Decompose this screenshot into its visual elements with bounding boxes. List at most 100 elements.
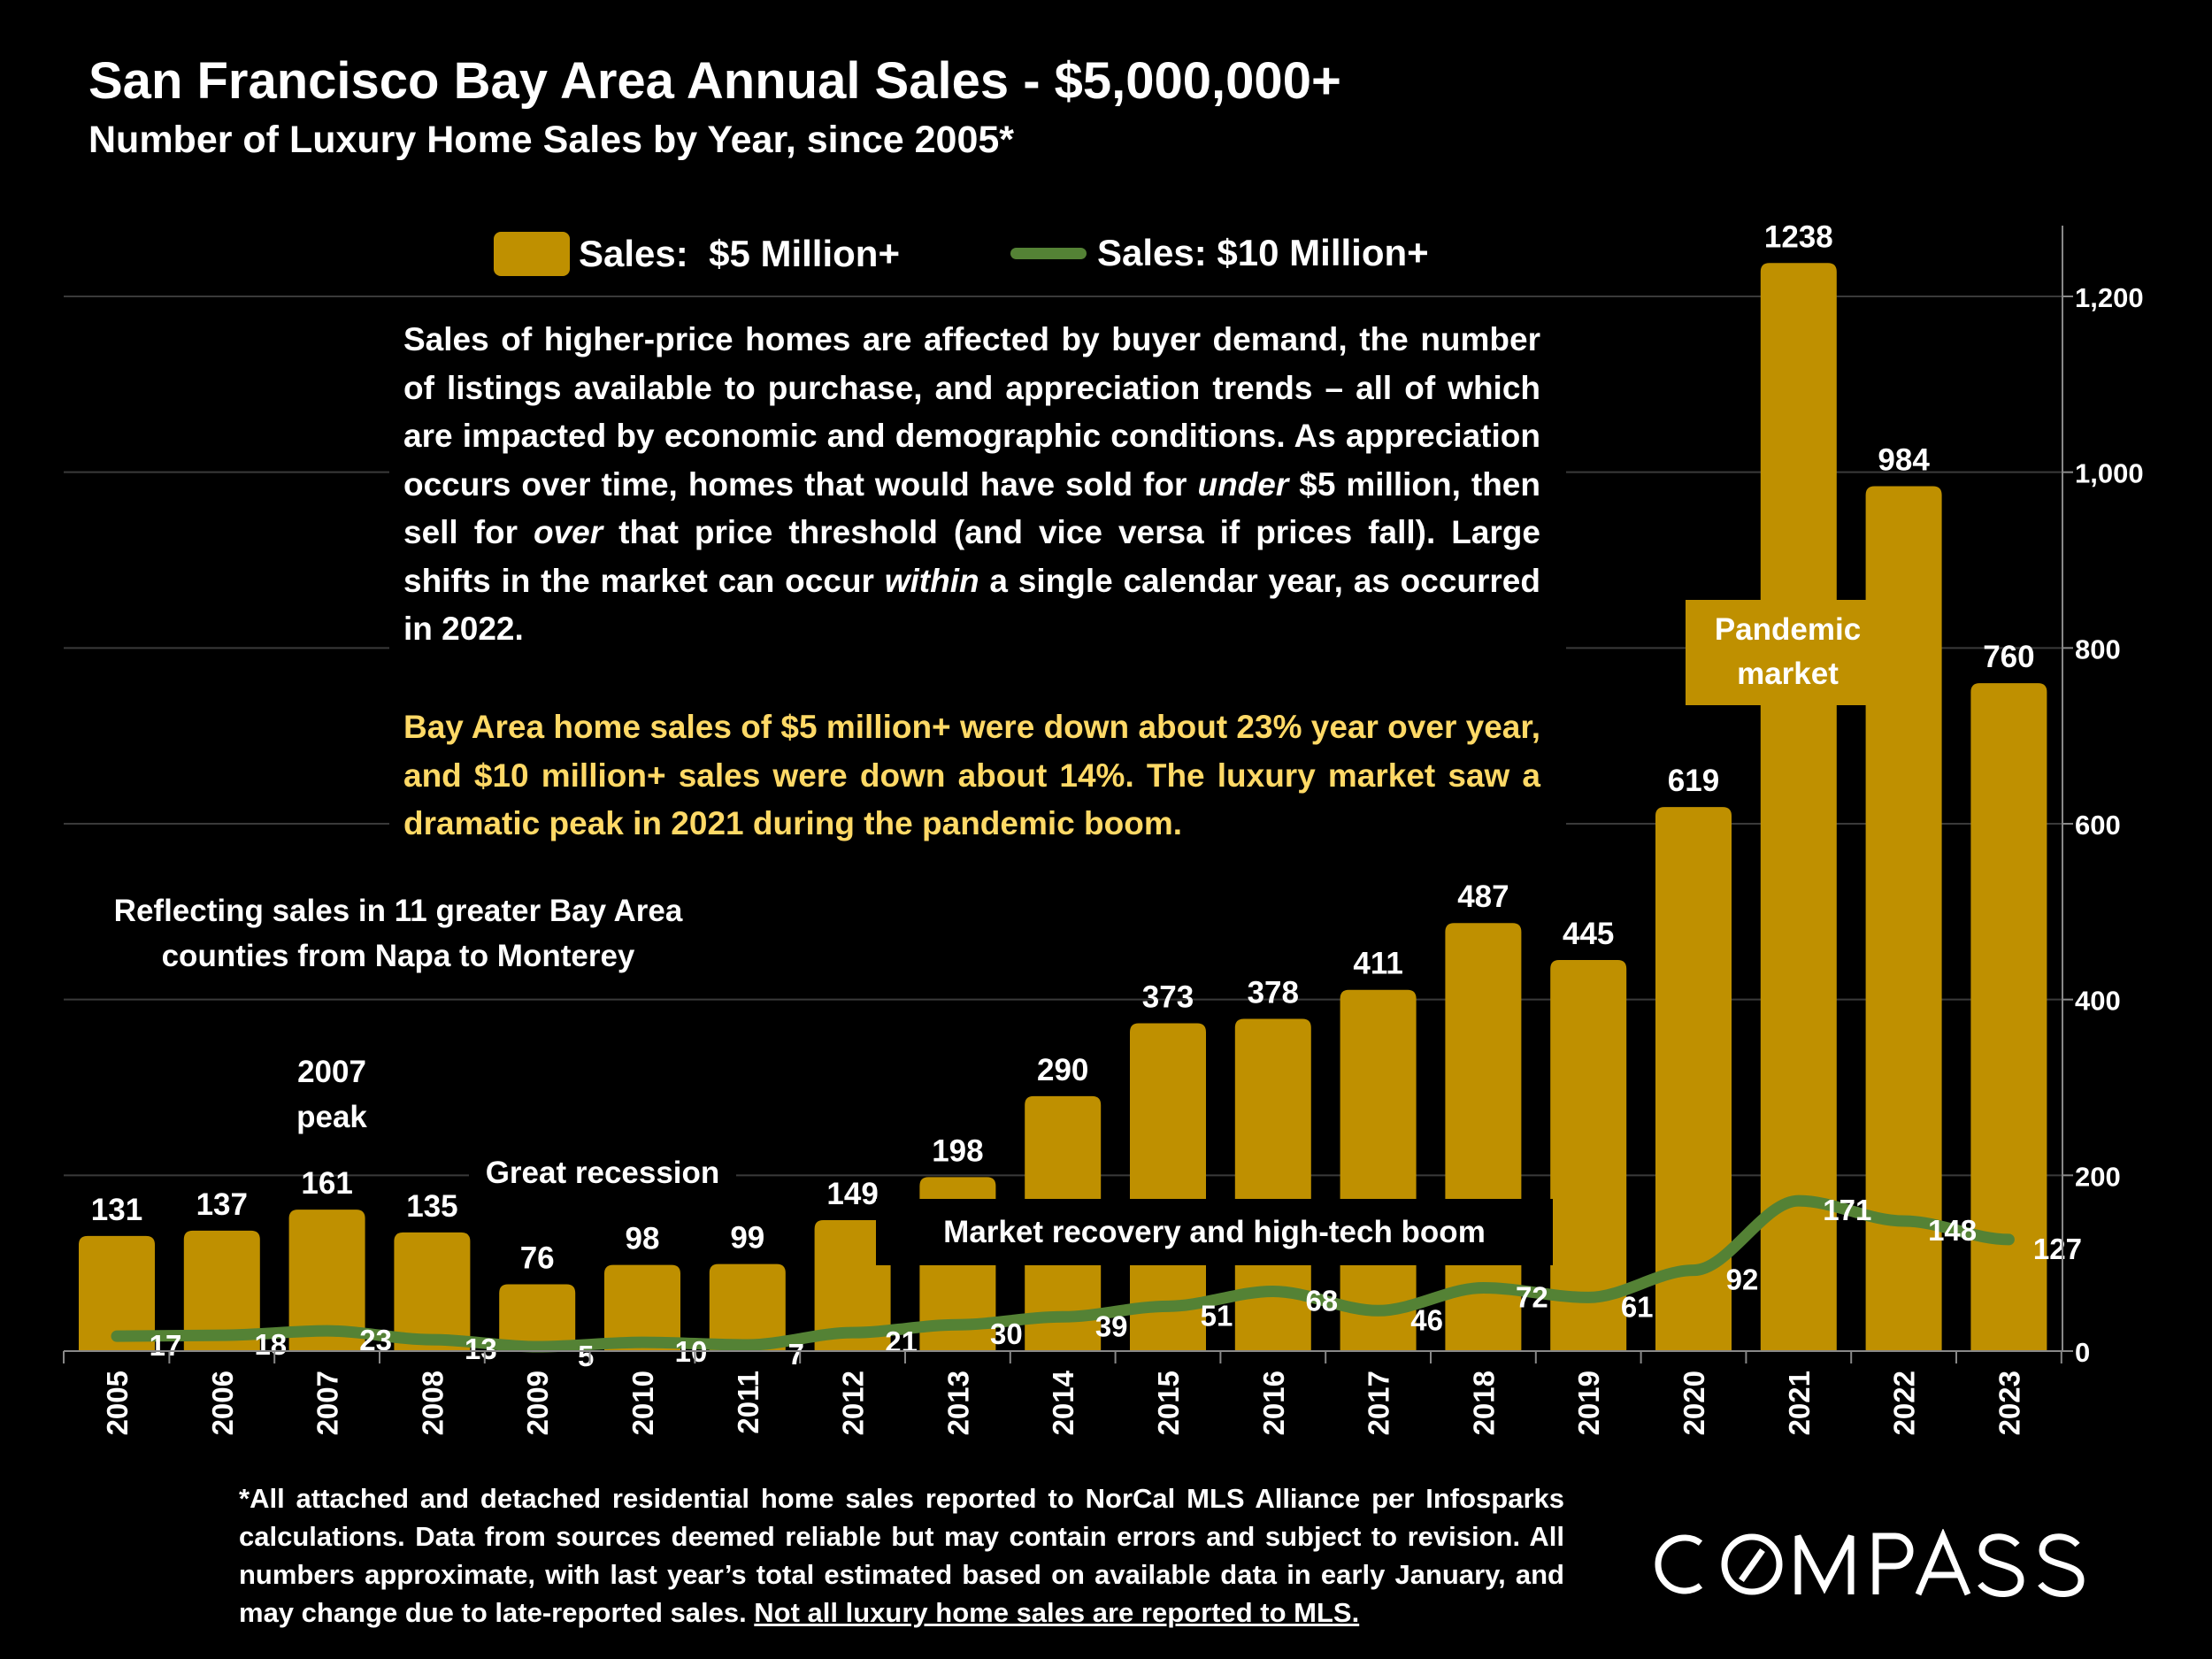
bar-label-2005: 131 [91, 1193, 142, 1227]
x-tick-label-2012: 2012 [837, 1371, 870, 1435]
footnote-underlined: Not all luxury home sales are reported t… [754, 1597, 1360, 1628]
line-label-2021: 171 [1823, 1194, 1871, 1226]
line-series-10m [111, 1194, 2015, 1353]
bar-2023 [1970, 683, 2047, 1351]
footnote: *All attached and detached residential h… [239, 1479, 1564, 1632]
bar-label-2012: 149 [826, 1177, 878, 1211]
y-tick-label: 1,200 [2075, 282, 2144, 313]
x-tick-label-2019: 2019 [1572, 1371, 1605, 1435]
line-label-2005: 17 [150, 1329, 182, 1362]
line-label-2008: 13 [465, 1333, 497, 1365]
y-tick-label: 600 [2075, 810, 2121, 841]
text: a single calendar year, as occurred in 2… [403, 562, 1540, 648]
x-tick-label-2022: 2022 [1888, 1371, 1921, 1435]
annotation-2007-peak: 2007 peak [296, 1055, 367, 1134]
y-tick-label: 800 [2075, 634, 2121, 664]
legend-swatch-line [1010, 247, 1087, 259]
bar-label-2010: 98 [626, 1222, 660, 1256]
x-tick-label-2020: 2020 [1678, 1371, 1710, 1435]
line-label-2015: 51 [1201, 1299, 1233, 1332]
highlight-paragraph: Bay Area home sales of $5 million+ were … [403, 709, 1540, 841]
bar-label-2014: 290 [1037, 1053, 1088, 1087]
compass-logo-mark [1655, 1528, 2085, 1597]
legend-item-bar: Sales: $5 Million+ [494, 232, 900, 276]
legend-swatch-bar [494, 232, 570, 276]
bar-label-2008: 135 [406, 1189, 457, 1224]
x-tick-label-2009: 2009 [521, 1371, 554, 1435]
x-tick-label-2005: 2005 [101, 1371, 134, 1435]
line-label-2022: 148 [1928, 1214, 1977, 1247]
legend-label-line: Sales: $10 Million+ [1097, 232, 1429, 273]
bar-label-2007: 161 [301, 1166, 352, 1201]
line-label-2013: 30 [990, 1317, 1023, 1350]
y-tick-label: 400 [2075, 986, 2121, 1017]
commentary-box: Sales of higher-price homes are affected… [389, 301, 1566, 849]
bar-label-2019: 445 [1563, 917, 1614, 951]
bar-label-2016: 378 [1248, 976, 1299, 1010]
line-label-2020: 92 [1726, 1263, 1759, 1296]
x-tick-label-2018: 2018 [1467, 1371, 1500, 1435]
bar-label-2009: 76 [520, 1241, 555, 1276]
bar-label-2006: 137 [196, 1187, 248, 1222]
annotation-coverage: Reflecting sales in 11 greater Bay Area … [113, 894, 683, 973]
bar-2021 [1760, 263, 1837, 1352]
emphasis: under [1197, 465, 1289, 503]
x-tick-label-2013: 2013 [941, 1371, 974, 1435]
x-tick-label-2010: 2010 [626, 1371, 659, 1435]
line-label-2011: 7 [788, 1338, 804, 1371]
annotation-great-recession: Great recession [469, 1150, 736, 1195]
x-tick-label-2023: 2023 [1993, 1371, 2025, 1435]
x-tick-label-2015: 2015 [1152, 1371, 1185, 1435]
line-label-2018: 72 [1516, 1280, 1548, 1313]
compass-logo [1655, 1528, 2132, 1604]
line-label-2016: 68 [1305, 1284, 1338, 1317]
emphasis: over [534, 514, 603, 550]
bar-2012 [814, 1219, 891, 1351]
annotation-market-recovery: Market recovery and high-tech boom [876, 1199, 1553, 1265]
legend-item-line: Sales: $10 Million+ [1010, 232, 1429, 274]
bar-2010 [604, 1264, 680, 1351]
bar-label-2015: 373 [1142, 979, 1194, 1014]
bar-label-2023: 760 [1983, 640, 2034, 674]
bar-label-2021: 1238 [1764, 219, 1833, 254]
x-tick-label-2006: 2006 [206, 1371, 239, 1435]
bar-2005 [79, 1235, 155, 1351]
x-tick-label-2014: 2014 [1047, 1370, 1079, 1435]
emphasis: within [884, 562, 979, 599]
commentary-paragraph: Sales of higher-price homes are affected… [403, 316, 1540, 654]
line-label-2017: 46 [1410, 1303, 1443, 1336]
x-tick-label-2007: 2007 [311, 1371, 344, 1435]
text: $5 million, then sell for [403, 465, 1540, 551]
chart-title: San Francisco Bay Area Annual Sales - $5… [88, 52, 1341, 110]
bar-2020 [1655, 807, 1732, 1351]
bar-2011 [709, 1263, 786, 1351]
x-tick-label-2008: 2008 [416, 1371, 449, 1435]
bar-2007 [288, 1210, 365, 1351]
x-tick-label-2017: 2017 [1363, 1371, 1395, 1435]
text: that price threshold (and vice versa if … [403, 514, 1540, 599]
bar-2015 [1130, 1023, 1206, 1351]
bar-label-2022: 984 [1878, 443, 1930, 478]
chart-subtitle: Number of Luxury Home Sales by Year, sin… [88, 119, 1015, 161]
bar-label-2017: 411 [1353, 947, 1402, 981]
line-label-2014: 39 [1095, 1310, 1128, 1342]
line-label-2023: 127 [2033, 1233, 2082, 1265]
y-tick-label: 0 [2075, 1337, 2090, 1368]
line-label-2006: 18 [254, 1328, 287, 1361]
line-label-2019: 61 [1621, 1290, 1654, 1323]
legend-label-bar: Sales: $5 Million+ [579, 233, 900, 274]
bar-2019 [1550, 959, 1627, 1351]
footnote-text: *All attached and detached residential h… [239, 1483, 1564, 1628]
bar-label-2018: 487 [1457, 879, 1509, 914]
line-label-2012: 21 [885, 1325, 918, 1358]
x-tick-label-2021: 2021 [1783, 1371, 1816, 1435]
bar-label-2020: 619 [1668, 764, 1719, 798]
bar-2008 [394, 1232, 471, 1351]
bar-2009 [499, 1284, 576, 1351]
x-tick-label-2016: 2016 [1257, 1371, 1290, 1435]
y-tick-label: 1,000 [2075, 458, 2144, 489]
annotation-pandemic-market: Pandemic market [1686, 600, 1890, 705]
bar-label-2013: 198 [932, 1133, 983, 1168]
line-label-2009: 5 [578, 1340, 594, 1372]
